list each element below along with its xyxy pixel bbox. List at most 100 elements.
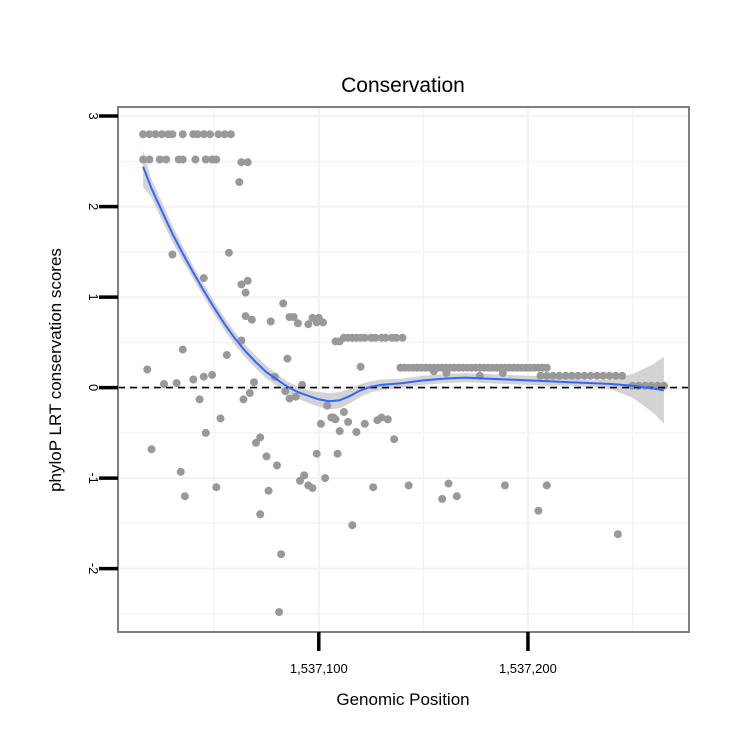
data-point — [281, 387, 290, 396]
data-point — [304, 320, 313, 329]
data-point — [356, 362, 365, 371]
data-point — [277, 550, 286, 559]
data-point — [605, 371, 614, 380]
data-point — [542, 371, 551, 380]
y-tick-label: 2 — [86, 203, 101, 210]
data-point — [360, 419, 369, 428]
data-point — [250, 378, 258, 387]
y-tick-label: 1 — [86, 293, 101, 300]
data-point — [245, 389, 254, 397]
chart-title: Conservation — [341, 74, 465, 97]
data-point — [369, 483, 378, 492]
data-point — [291, 392, 300, 401]
data-point — [264, 486, 273, 495]
data-point — [360, 333, 369, 342]
data-point — [239, 395, 248, 404]
data-point — [195, 395, 204, 404]
plot-panel-border — [117, 106, 690, 633]
y-tick-label: -2 — [86, 563, 101, 575]
data-point — [241, 312, 250, 321]
data-point — [151, 130, 160, 139]
data-point — [429, 367, 438, 376]
data-point — [275, 608, 284, 617]
data-point — [542, 363, 551, 372]
data-point — [168, 250, 177, 259]
data-point — [392, 333, 401, 342]
data-point — [252, 438, 260, 447]
data-point — [189, 375, 198, 384]
data-point — [180, 492, 189, 501]
data-point — [145, 155, 154, 164]
data-point — [348, 521, 357, 530]
data-point — [398, 333, 407, 342]
data-point — [574, 371, 583, 380]
data-point — [247, 315, 256, 324]
data-point — [593, 371, 601, 380]
data-point — [404, 481, 413, 490]
data-point — [168, 130, 177, 139]
data-point — [452, 492, 461, 501]
data-point — [308, 484, 317, 493]
data-point — [321, 474, 330, 483]
data-point — [285, 394, 294, 403]
data-point — [283, 354, 292, 363]
data-point — [235, 178, 244, 187]
data-point — [243, 158, 252, 167]
data-point — [143, 365, 152, 374]
data-point — [438, 494, 447, 503]
data-points — [139, 130, 668, 617]
data-point — [214, 130, 223, 139]
data-point — [312, 449, 321, 458]
data-point — [172, 379, 181, 388]
data-point — [237, 158, 246, 167]
data-point — [237, 280, 246, 289]
y-tick-label: -1 — [86, 472, 101, 484]
data-point — [256, 510, 265, 519]
data-point — [178, 345, 187, 354]
data-point — [289, 313, 298, 321]
data-point — [611, 371, 620, 380]
data-point — [534, 506, 543, 515]
data-point — [212, 155, 221, 164]
data-point — [139, 130, 148, 139]
data-point — [542, 481, 551, 490]
y-tick-label: 3 — [86, 112, 101, 119]
data-point — [618, 371, 627, 380]
data-point — [147, 445, 156, 454]
data-point — [599, 371, 608, 380]
x-tick-label: 1,537,100 — [290, 661, 348, 676]
data-point — [178, 155, 187, 164]
y-axis-title: phyloP LRT conservation scores — [46, 248, 65, 492]
data-point — [266, 317, 275, 326]
data-point — [549, 371, 557, 380]
data-point — [199, 274, 208, 283]
data-point — [316, 419, 325, 428]
data-point — [199, 372, 208, 381]
data-point — [145, 130, 154, 139]
data-point — [160, 380, 168, 388]
data-point — [331, 415, 340, 424]
data-point — [300, 471, 309, 480]
data-point — [212, 483, 221, 492]
data-point — [580, 371, 589, 380]
x-axis: 1,537,100 1,537,200 — [290, 632, 557, 676]
data-point — [206, 130, 214, 139]
data-point — [226, 130, 235, 139]
data-point — [216, 414, 225, 423]
x-tick-label: 1,537,200 — [499, 661, 557, 676]
data-point — [201, 428, 210, 437]
data-point — [208, 370, 217, 379]
data-point — [500, 481, 509, 490]
data-point — [371, 333, 380, 342]
data-point — [157, 130, 166, 139]
data-point — [335, 427, 344, 436]
data-point — [659, 381, 668, 390]
data-point — [555, 371, 564, 380]
data-point — [199, 130, 208, 139]
data-point — [536, 371, 545, 380]
data-point — [243, 276, 252, 285]
data-point — [293, 319, 302, 328]
data-point — [176, 467, 185, 476]
data-point — [178, 130, 187, 139]
